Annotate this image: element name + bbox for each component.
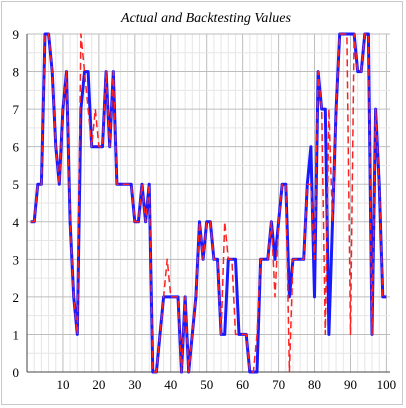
x-tick-label: 20 — [92, 377, 105, 392]
y-tick-label: 1 — [13, 327, 20, 342]
y-tick-label: 8 — [13, 65, 20, 80]
y-tick-label: 7 — [13, 102, 20, 117]
x-tick-label: 30 — [128, 377, 141, 392]
x-tick-label: 10 — [56, 377, 69, 392]
x-tick-label: 40 — [164, 377, 177, 392]
x-tick-label: 50 — [200, 377, 213, 392]
chart-title: Actual and Backtesting Values — [120, 11, 291, 26]
y-tick-label: 6 — [13, 140, 20, 155]
y-tick-label: 4 — [13, 215, 20, 230]
backtest-series-line — [30, 33, 387, 373]
y-tick-label: 0 — [13, 365, 20, 380]
x-tick-label: 80 — [308, 377, 321, 392]
y-tick-label: 5 — [13, 177, 20, 192]
series-group — [30, 32, 387, 374]
axes — [26, 34, 390, 373]
x-tick-label: 60 — [236, 377, 249, 392]
y-tick-label: 3 — [13, 252, 20, 267]
y-tick-labels: 0 1 2 3 4 5 6 7 8 9 — [13, 27, 20, 380]
x-tick-label: 90 — [344, 377, 357, 392]
x-tick-label: 100 — [377, 377, 397, 392]
grid — [27, 33, 390, 373]
y-tick-label: 9 — [13, 27, 20, 42]
y-tick-label: 2 — [13, 290, 20, 305]
x-tick-labels: 10 20 30 40 50 60 70 80 90 100 — [56, 377, 396, 392]
x-tick-label: 70 — [272, 377, 285, 392]
